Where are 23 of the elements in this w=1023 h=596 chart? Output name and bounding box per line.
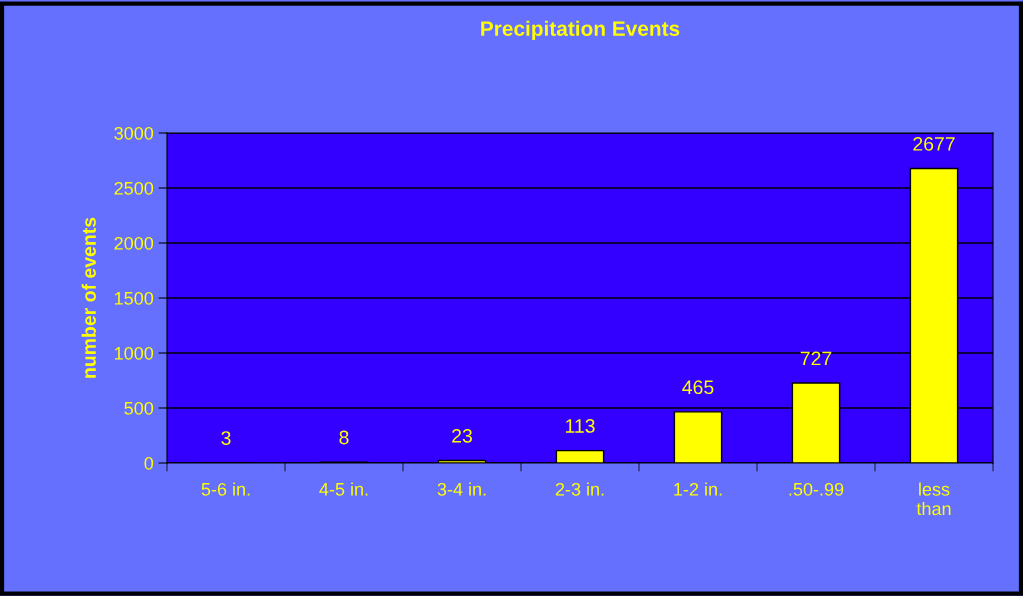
- y-tick-label: 500: [124, 401, 154, 415]
- x-tick-label: .50-.99: [789, 482, 844, 496]
- data-label: 727: [800, 351, 832, 366]
- data-label: 23: [452, 428, 472, 443]
- x-tick-label: 3-4 in.: [437, 482, 486, 496]
- y-tick-label: 3000: [114, 126, 154, 140]
- y-tick-label: 2500: [114, 181, 154, 195]
- y-tick-label: 2000: [114, 236, 154, 250]
- y-tick-label: 1500: [115, 291, 154, 305]
- x-tick-label: 1-2 in.: [674, 482, 722, 496]
- data-label: 3: [221, 431, 231, 445]
- y-axis-title: number of events: [81, 217, 96, 378]
- data-label: 465: [682, 380, 714, 395]
- data-label: 2677: [913, 137, 955, 151]
- y-tick-label: 0: [144, 456, 154, 470]
- y-tick-label: 1000: [115, 346, 154, 360]
- x-tick-label: less than: [916, 482, 951, 516]
- x-tick-label: 2-3 in.: [555, 482, 604, 496]
- chart-title: Precipitation Events: [481, 20, 680, 41]
- x-tick-label: 4-5 in.: [319, 482, 368, 496]
- data-label: 8: [339, 430, 349, 445]
- x-tick-label: 5-6 in.: [201, 482, 250, 496]
- data-label: 113: [565, 419, 595, 433]
